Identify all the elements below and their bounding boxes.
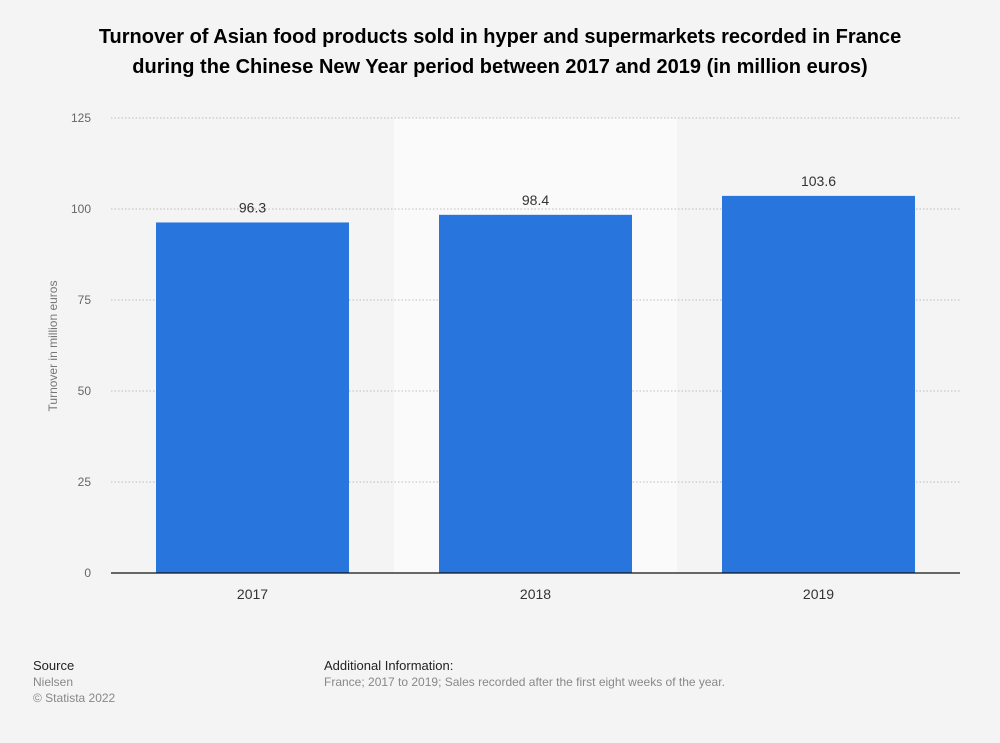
y-tick-label: 0 [84, 566, 91, 580]
additional-info-block: Additional Information: France; 2017 to … [324, 658, 725, 690]
chart-title-line-2: during the Chinese New Year period betwe… [132, 56, 868, 78]
source-heading: Source [33, 658, 75, 673]
copyright-text: © Statista 2022 [33, 691, 116, 705]
x-tick-label: 2019 [803, 586, 834, 602]
y-tick-label: 25 [78, 475, 92, 489]
x-tick-label: 2017 [237, 586, 268, 602]
source-block: Source Nielsen © Statista 2022 [33, 658, 115, 706]
bar-2017[interactable] [156, 222, 349, 573]
additional-info-heading: Additional Information: [324, 658, 454, 673]
data-label: 98.4 [522, 192, 549, 208]
additional-info-text: France; 2017 to 2019; Sales recorded aft… [324, 675, 725, 689]
bar-2018[interactable] [439, 214, 632, 573]
chart-title: Turnover of Asian food products sold in … [40, 22, 960, 82]
bar-chart: 0 25 50 75 100 125 Turnover in million euros 9… [46, 111, 960, 602]
bar-2019[interactable] [722, 195, 915, 573]
data-label: 96.3 [239, 199, 266, 215]
y-axis-title: Turnover in million euros [46, 281, 60, 412]
chart-title-line-1: Turnover of Asian food products sold in … [98, 26, 902, 48]
data-label: 103.6 [801, 173, 836, 189]
y-tick-label: 100 [71, 202, 91, 216]
y-tick-label: 50 [78, 384, 92, 398]
y-tick-label: 75 [78, 293, 92, 307]
x-tick-label: 2018 [520, 586, 551, 602]
source-name: Nielsen [33, 675, 74, 689]
y-tick-label: 125 [71, 111, 91, 125]
